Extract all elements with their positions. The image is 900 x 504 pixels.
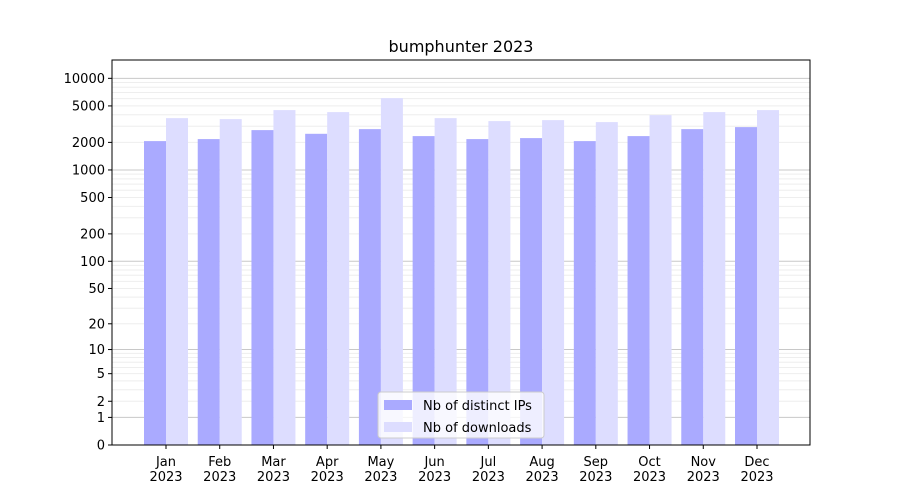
bar-distinct-ips	[573, 141, 596, 446]
x-tick-label: Mar 2023	[257, 455, 290, 485]
x-tick-label: Aug 2023	[526, 455, 559, 485]
plot-frame	[111, 59, 811, 446]
y-tick-label: 50	[88, 282, 105, 297]
bar-downloads	[757, 110, 779, 446]
bar-downloads	[542, 120, 565, 446]
x-tick-label: May 2023	[364, 455, 397, 485]
y-tick-label: 2	[97, 395, 105, 410]
bar-distinct-ips	[144, 141, 166, 446]
y-axis: 0 12 5 10 20 50 100 200 500 1000 2000 5000 10000	[64, 72, 112, 454]
bar-distinct-ips	[197, 139, 220, 445]
legend-box	[377, 391, 545, 439]
y-tick-label: 5	[97, 367, 105, 382]
y-tick-label: 20	[88, 317, 105, 332]
legend: Nb of distinct IPs Nb of downloads	[377, 391, 545, 439]
x-tick-label: Feb 2023	[203, 455, 236, 485]
y-tick-label: 100	[80, 255, 105, 270]
y-tick-label: 5000	[72, 99, 105, 114]
bar-downloads	[488, 121, 511, 446]
y-tick-label: 200	[80, 227, 105, 242]
x-tick-label: Jun 2023	[418, 455, 451, 485]
y-tick-label: 1	[97, 411, 105, 426]
y-tick-label: 2000	[72, 136, 105, 151]
bar-downloads	[327, 112, 350, 446]
x-tick-label: Nov 2023	[687, 455, 720, 485]
chart-title: bumphunter 2023	[389, 37, 534, 56]
bar-distinct-ips	[466, 139, 489, 445]
x-tick-label: Jan 2023	[149, 455, 182, 485]
bar-downloads	[595, 122, 618, 445]
x-tick-label: Oct 2023	[633, 455, 666, 485]
legend-swatch	[384, 422, 412, 432]
bar-distinct-ips	[412, 136, 435, 445]
x-tick-label: Sep 2023	[579, 455, 612, 485]
bar-downloads	[219, 119, 242, 445]
bars	[144, 98, 779, 446]
y-tick-label: 0	[97, 439, 105, 454]
x-tick-label: Dec 2023	[740, 455, 773, 485]
bar-distinct-ips	[358, 129, 381, 445]
y-tick-label: 1000	[72, 163, 105, 178]
x-axis: Jan 2023 Feb 2023 Mar 2023 Apr 2023 May 2023 Jun 20…	[149, 445, 774, 485]
bar-downloads	[703, 112, 726, 446]
bar-downloads	[434, 118, 457, 446]
legend-label: Nb of distinct IPs	[423, 399, 532, 414]
bar-distinct-ips	[520, 138, 543, 446]
y-tick-label: 10000	[64, 72, 105, 87]
legend-label: Nb of downloads	[423, 421, 532, 436]
legend-swatch	[384, 400, 412, 410]
y-tick-label: 10	[88, 343, 105, 358]
bar-distinct-ips	[305, 133, 328, 446]
bar-downloads	[380, 98, 403, 446]
bar-downloads	[649, 115, 672, 445]
x-tick-label: Apr 2023	[311, 455, 344, 485]
bar-distinct-ips	[735, 127, 757, 445]
bar-distinct-ips	[251, 130, 274, 445]
y-tick-label: 500	[80, 191, 105, 206]
bar-downloads	[273, 110, 296, 446]
bar-downloads	[166, 118, 188, 446]
x-tick-label: Jul 2023	[472, 455, 505, 485]
bar-distinct-ips	[627, 136, 650, 445]
bar-distinct-ips	[681, 129, 704, 445]
